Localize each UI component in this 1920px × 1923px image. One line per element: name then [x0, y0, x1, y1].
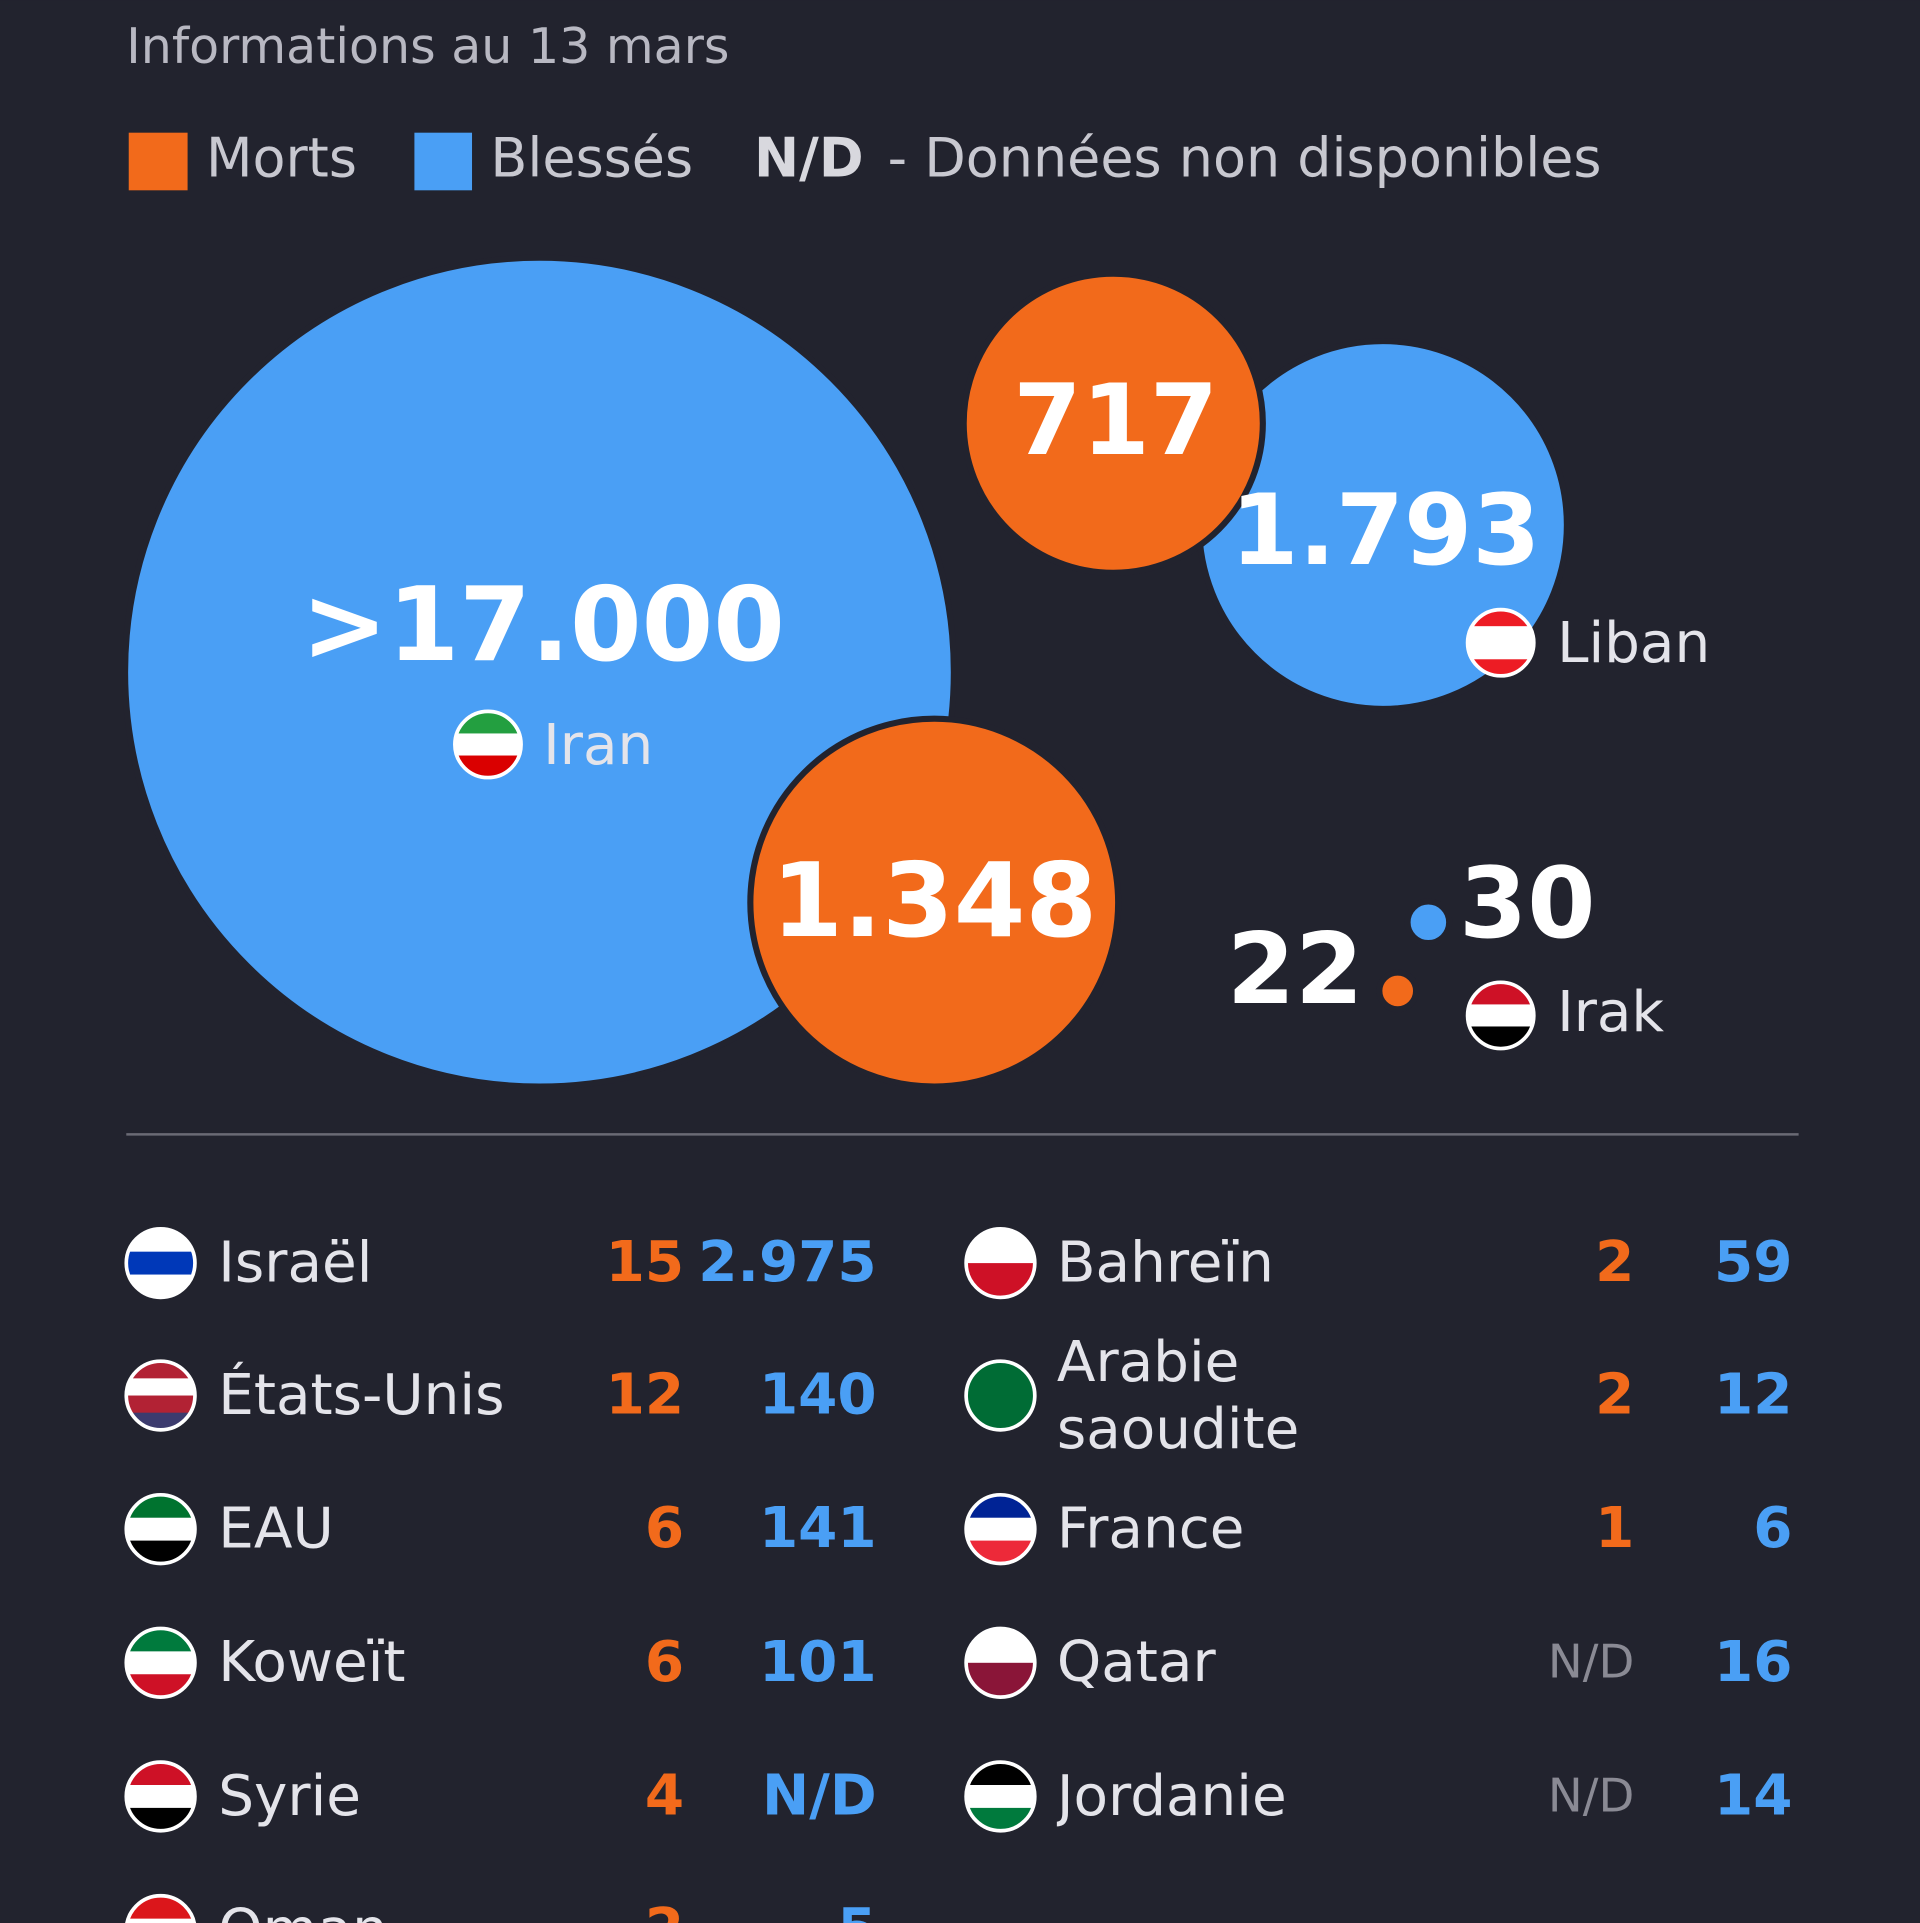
dead-count: 4	[645, 1764, 684, 1829]
flag-stripe	[126, 1517, 195, 1542]
flag-stripe	[1467, 642, 1534, 660]
injured-count: N/D	[762, 1764, 877, 1829]
legend-swatch-dead	[128, 132, 188, 191]
bubble-injured	[121, 254, 957, 1090]
injured-count: 16	[1714, 1630, 1792, 1695]
country-name: États-Unis	[218, 1361, 505, 1428]
injured-count: 101	[759, 1630, 877, 1695]
bubble-dead-label: 717	[1013, 364, 1218, 478]
flag-border	[964, 1626, 1037, 1699]
injured-count: 141	[759, 1496, 877, 1561]
country-name-box: Jordanie	[1056, 1762, 1287, 1829]
flag-stripe	[126, 1251, 195, 1276]
flag-stripe	[1467, 626, 1534, 644]
country-name-box: Syrie	[218, 1762, 361, 1829]
bubble-dead	[960, 270, 1266, 576]
injured-count: 5	[837, 1897, 876, 1923]
flag-border	[964, 1359, 1037, 1432]
country-name-box: Bahreïn	[1056, 1229, 1274, 1296]
country-name: Oman	[218, 1857, 610, 1923]
flag-stripe	[1467, 1004, 1534, 1028]
bubble-injured-label: 30	[1459, 847, 1596, 961]
dead-count: 12	[606, 1363, 684, 1428]
injured-count: 59	[1714, 1230, 1792, 1295]
country-name: Israël	[218, 1229, 373, 1296]
flag-border	[453, 709, 523, 780]
bubble-dead	[1376, 969, 1420, 1013]
country-name-box: Qatar	[1056, 1628, 1216, 1696]
subtitle: Informations au 13 mars	[126, 17, 729, 75]
bubble-country: Liban	[1557, 611, 1710, 676]
flag-stripe	[966, 1784, 1035, 1809]
bubble-injured-label: 1.793	[1230, 474, 1540, 588]
injured-count: 6	[1753, 1496, 1792, 1561]
injured-count: 140	[759, 1363, 877, 1428]
legend-swatch-injured	[414, 132, 473, 191]
flag-stripe	[126, 1651, 195, 1675]
flag-border	[124, 1760, 197, 1833]
bubble-dead-label: 22	[1227, 913, 1364, 1027]
country-name-box: EAU	[218, 1495, 334, 1562]
dead-count: N/D	[1548, 1768, 1634, 1822]
flag-stripe	[126, 1784, 195, 1809]
country-name-box: Oman	[218, 1857, 610, 1923]
country-name: EAU	[218, 1495, 334, 1562]
country-name-box: États-Unis	[218, 1361, 505, 1428]
flag-border	[125, 1893, 197, 1923]
flag-border	[964, 1226, 1037, 1300]
country-name-box: Israël	[218, 1229, 373, 1296]
dead-count: 6	[645, 1496, 684, 1561]
dead-count: 2	[645, 1897, 684, 1923]
injured-count: 2.975	[698, 1230, 876, 1295]
flag-stripe	[126, 1378, 195, 1397]
flag-stripe	[966, 1517, 1035, 1542]
bubble-country: Iran	[543, 713, 653, 778]
country-name-box: Arabie saoudite	[1056, 1327, 1300, 1462]
flag-stripe	[454, 733, 522, 757]
flag-border	[124, 1626, 197, 1699]
legend-nd-text: - Données non disponibles	[888, 127, 1602, 190]
country-name-box: France	[1056, 1495, 1245, 1562]
flag-border	[124, 1226, 197, 1300]
dead-count: 6	[645, 1630, 684, 1695]
country-name: France	[1056, 1495, 1245, 1562]
country-name: Koweït	[218, 1628, 406, 1696]
injured-count: 12	[1714, 1363, 1792, 1428]
bubble-dead-label: 1.348	[771, 841, 1097, 961]
legend-injured: Blessés	[490, 127, 693, 190]
injured-count: 14	[1714, 1764, 1792, 1829]
country-name: Bahreïn	[1056, 1229, 1274, 1296]
flag-border	[1465, 980, 1536, 1051]
dead-count: N/D	[1548, 1635, 1634, 1689]
country-name: Qatar	[1056, 1628, 1216, 1696]
dead-count: 2	[1595, 1230, 1634, 1295]
country-name-box: Koweït	[218, 1628, 406, 1696]
country-name: Syrie	[218, 1762, 361, 1829]
dead-count: 15	[606, 1230, 684, 1295]
bubble-injured-label: >17.000	[301, 565, 785, 685]
dead-count: 2	[1595, 1363, 1634, 1428]
bubble-country: Irak	[1557, 980, 1664, 1045]
country-name: Arabie saoudite	[1056, 1327, 1300, 1462]
flag-border	[964, 1760, 1037, 1833]
legend-dead: Morts	[206, 127, 357, 190]
flag-border	[1465, 607, 1536, 678]
country-name: Jordanie	[1056, 1762, 1287, 1829]
flag-border	[124, 1359, 197, 1432]
bubble-injured	[1404, 898, 1453, 947]
flag-border	[964, 1492, 1037, 1566]
dead-count: 1	[1595, 1496, 1634, 1561]
flag-stripe	[126, 1395, 195, 1414]
flag-stripe	[126, 1918, 195, 1923]
legend-nd: N/D	[754, 127, 864, 190]
bubble-dead	[747, 715, 1122, 1090]
flag-border	[124, 1492, 197, 1566]
